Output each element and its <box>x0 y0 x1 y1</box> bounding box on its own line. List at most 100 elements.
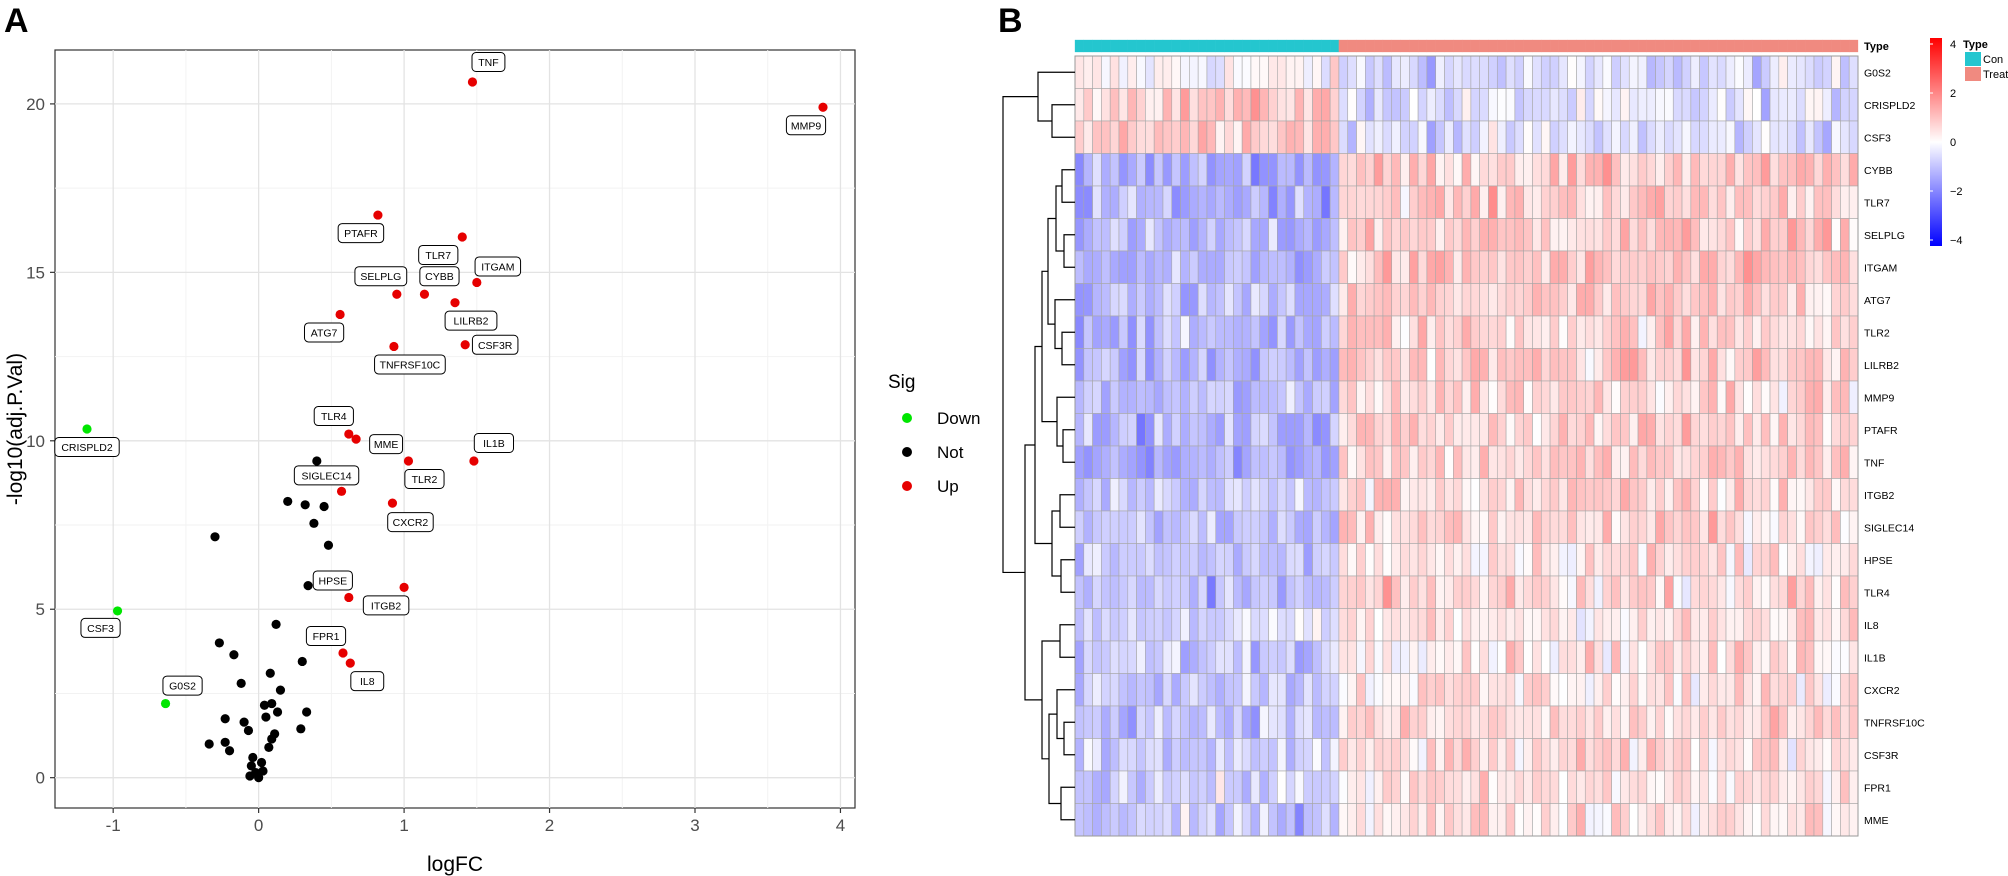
data-point-not <box>323 540 334 550</box>
heatmap-cell <box>1277 608 1287 642</box>
gene-label-mme: MME <box>374 439 399 451</box>
gene-label-box <box>312 570 353 591</box>
heatmap-cell <box>1356 413 1366 447</box>
heatmap-cell <box>1321 770 1331 804</box>
heatmap-cell <box>1699 770 1709 804</box>
heatmap-cell <box>1672 380 1683 414</box>
heatmap-cell <box>1382 55 1393 89</box>
heatmap-cell <box>1831 120 1841 154</box>
heatmap-cell <box>1708 315 1718 349</box>
heatmap-cell <box>1136 608 1146 642</box>
heatmap-cell <box>1233 575 1243 609</box>
heatmap-cell <box>1496 250 1507 284</box>
heatmap-cell <box>1444 413 1454 447</box>
heatmap-cell <box>1523 348 1533 382</box>
heatmap-cell <box>1831 478 1841 512</box>
gene-label-itgam: ITGAM <box>481 261 514 273</box>
heatmap-cell <box>1567 575 1577 609</box>
heatmap-cell <box>1136 88 1146 122</box>
annotation-cell-con <box>1083 39 1093 53</box>
heatmap-cell <box>1171 88 1181 122</box>
heatmap-cell <box>1303 673 1313 707</box>
heatmap-cell <box>1347 250 1357 284</box>
heatmap-cell <box>1699 738 1709 772</box>
heatmap-cell <box>1356 315 1366 349</box>
heatmap-cell <box>1417 413 1428 447</box>
heatmap-cell <box>1496 380 1507 414</box>
heatmap-cell <box>1409 705 1419 739</box>
heatmap-cell <box>1171 608 1181 642</box>
heatmap-cell <box>1769 250 1780 284</box>
heatmap-cell <box>1101 380 1111 414</box>
heatmap-cell <box>1391 413 1401 447</box>
annotation-cell-treat <box>1813 39 1823 53</box>
heatmap-cell <box>1734 380 1744 414</box>
heatmap-cell <box>1672 120 1683 154</box>
heatmap-cell <box>1417 608 1428 642</box>
heatmap-cell <box>1681 803 1692 837</box>
heatmap-cell <box>1109 705 1120 739</box>
heatmap-cell <box>1303 348 1313 382</box>
heatmap-cell <box>1285 153 1296 187</box>
heatmap-cell <box>1153 185 1164 219</box>
heatmap-cell <box>1637 770 1648 804</box>
heatmap-cell <box>1787 55 1797 89</box>
heatmap-cell <box>1127 575 1137 609</box>
annotation-cell-treat <box>1734 39 1744 53</box>
heatmap-cell <box>1672 55 1683 89</box>
heatmap-cell <box>1848 673 1859 707</box>
heatmap-cell <box>1391 185 1401 219</box>
heatmap-cell <box>1329 510 1340 544</box>
heatmap-cell <box>1690 770 1700 804</box>
heatmap-cell <box>1294 543 1305 577</box>
dendrogram-branch <box>1059 624 1075 658</box>
heatmap-cell <box>1488 88 1498 122</box>
heatmap-cell <box>1840 55 1850 89</box>
heatmap-cell <box>1505 705 1516 739</box>
heatmap-cell <box>1215 55 1225 89</box>
heatmap-cell <box>1224 88 1234 122</box>
heatmap-cell <box>1813 575 1824 609</box>
heatmap-cell <box>1505 445 1516 479</box>
heatmap-cell <box>1734 640 1744 674</box>
heatmap-cell <box>1540 348 1551 382</box>
heatmap-cell <box>1444 673 1454 707</box>
heatmap-cell <box>1804 705 1815 739</box>
gene-label-fpr1: FPR1 <box>313 631 340 643</box>
heatmap-cell <box>1769 380 1780 414</box>
panel-label-a: A <box>4 2 29 40</box>
heatmap-cell <box>1215 218 1225 252</box>
heatmap-cell <box>1321 315 1331 349</box>
heatmap-cell <box>1769 608 1780 642</box>
heatmap-cell <box>1197 575 1208 609</box>
heatmap-cell <box>1514 575 1524 609</box>
heatmap-cell <box>1655 413 1665 447</box>
heatmap-cell <box>1400 673 1410 707</box>
heatmap-cell <box>1277 770 1287 804</box>
heatmap-cell <box>1567 705 1577 739</box>
heatmap-cell <box>1620 250 1630 284</box>
heatmap-cell <box>1655 153 1665 187</box>
heatmap-cell <box>1136 640 1146 674</box>
heatmap-cell <box>1444 315 1454 349</box>
heatmap-cell <box>1796 673 1806 707</box>
heatmap-cell <box>1760 770 1771 804</box>
heatmap-cell <box>1259 55 1269 89</box>
heatmap-cell <box>1373 510 1384 544</box>
dendrogram-branch <box>1055 185 1064 252</box>
heatmap-cell <box>1523 705 1533 739</box>
heatmap-cell <box>1277 153 1287 187</box>
heatmap-cell <box>1752 640 1762 674</box>
heatmap-cell <box>1505 88 1516 122</box>
heatmap-cell <box>1584 250 1595 284</box>
heatmap-cell <box>1285 575 1296 609</box>
data-point-not <box>272 707 283 717</box>
heatmap-cell <box>1400 88 1410 122</box>
heatmap-cell <box>1637 738 1648 772</box>
heatmap-cell <box>1233 445 1243 479</box>
heatmap-cell <box>1197 445 1208 479</box>
heatmap-cell <box>1576 348 1586 382</box>
heatmap-cell <box>1312 575 1322 609</box>
heatmap-cell <box>1101 283 1111 317</box>
dendrogram-branch <box>1062 429 1075 463</box>
